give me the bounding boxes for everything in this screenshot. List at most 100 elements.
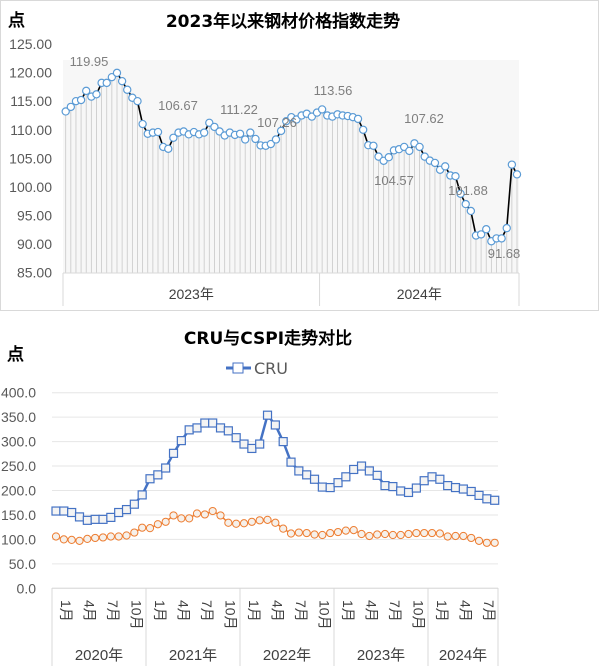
data-point-cru — [474, 490, 484, 500]
data-point-cru — [51, 506, 61, 516]
data-point — [461, 199, 470, 209]
y-tick-label: 250.0 — [1, 458, 36, 474]
data-point-cru — [364, 466, 374, 476]
data-point — [441, 162, 450, 171]
x-month-label: 7月 — [199, 600, 215, 622]
data-point-cru — [317, 482, 327, 492]
y-tick-label: 105.00 — [9, 150, 52, 166]
data-point — [76, 95, 86, 105]
x-year-label: 2024年 — [439, 647, 487, 664]
data-point-cspi — [98, 533, 108, 542]
data-point-cru — [145, 474, 155, 484]
data-point-cspi — [294, 528, 303, 537]
data-point-cspi — [247, 517, 256, 526]
data-point-cspi — [106, 532, 115, 541]
data-point-cru — [67, 507, 77, 518]
data-point-cru — [450, 482, 461, 493]
data-point — [240, 135, 250, 144]
data-label: 107.26 — [257, 115, 297, 130]
y-tick-label: 110.00 — [10, 122, 52, 138]
data-point — [164, 144, 173, 154]
data-point — [497, 234, 506, 243]
data-point-cspi — [427, 528, 437, 538]
data-point-cspi — [302, 528, 311, 538]
data-point-cspi — [169, 511, 178, 520]
x-month-label: 7月 — [293, 600, 309, 622]
data-point-cru — [192, 423, 202, 433]
data-point-cspi — [114, 532, 123, 541]
data-point-cru — [215, 423, 226, 433]
data-label: 107.62 — [404, 111, 444, 126]
data-point-cru — [325, 482, 335, 493]
data-point — [169, 133, 178, 142]
x-year-label: 2023年 — [357, 647, 405, 664]
y-tick-label: 95.00 — [17, 208, 52, 224]
chart-title: 2023年以来钢材价格指数走势 — [166, 11, 400, 32]
x-month-label: 1月 — [246, 600, 262, 622]
data-point-cspi — [420, 528, 429, 538]
y-tick-label: 400.0 — [1, 385, 36, 401]
data-point — [210, 122, 219, 132]
data-point-cru — [403, 487, 414, 498]
data-point-cspi — [482, 538, 491, 547]
data-point — [512, 170, 522, 179]
data-point-cru — [278, 436, 288, 447]
data-point-cru — [349, 464, 359, 475]
chart-title: CRU与CSPI走势对比 — [184, 328, 352, 349]
data-point-cspi — [404, 529, 413, 539]
y-unit-label: 点 — [7, 344, 24, 365]
data-point-cru — [372, 470, 382, 480]
data-point-cspi — [333, 527, 343, 537]
data-point-cspi — [83, 534, 92, 544]
data-point-cru — [458, 484, 468, 494]
data-point-cru — [490, 495, 500, 505]
x-month-label: 7月 — [481, 600, 497, 622]
data-point-cru — [90, 514, 100, 524]
data-point — [405, 146, 414, 156]
data-point-cspi — [412, 528, 421, 538]
y-tick-label: 115.00 — [10, 93, 52, 109]
x-year-label: 2023年 — [169, 286, 214, 302]
data-point-cru — [82, 515, 92, 525]
data-point-cru — [466, 486, 476, 497]
data-point-cspi — [467, 533, 476, 543]
data-point-cspi — [474, 536, 484, 545]
data-point — [235, 129, 245, 138]
data-point-cspi — [396, 530, 405, 540]
data-point-cru — [161, 463, 171, 473]
data-point-cspi — [326, 528, 335, 538]
data-point-cspi — [388, 530, 397, 540]
data-point-cru — [388, 481, 398, 492]
data-point-cru — [129, 499, 139, 509]
data-point — [66, 102, 76, 112]
data-point-cspi — [271, 518, 280, 527]
y-tick-label: 100.00 — [9, 179, 52, 195]
data-point-cru — [333, 478, 343, 488]
data-point-cru — [153, 470, 163, 480]
data-point — [507, 160, 517, 169]
x-year-label: 2020年 — [75, 647, 123, 664]
x-month-label: 10月 — [129, 600, 145, 630]
data-point — [415, 142, 424, 152]
legend: CRU — [226, 359, 288, 378]
data-point — [199, 128, 209, 137]
data-label: 106.67 — [158, 98, 198, 113]
y-tick-label: 120.00 — [9, 65, 52, 81]
data-label: 119.95 — [70, 54, 109, 69]
data-point-cspi — [255, 516, 264, 525]
data-point-cru — [356, 461, 367, 471]
data-point-cru — [443, 481, 453, 491]
data-point-cspi — [51, 532, 61, 541]
data-point — [430, 158, 440, 168]
legend-label-cru: CRU — [254, 359, 288, 378]
data-point-cspi — [138, 523, 147, 532]
data-point-cru — [200, 418, 210, 428]
data-point-cru — [208, 418, 218, 428]
y-tick-label: 125.00 — [9, 36, 52, 52]
x-month-label: 1月 — [340, 600, 356, 622]
legend-marker-cru — [232, 362, 244, 374]
x-month-label: 7月 — [387, 600, 403, 622]
data-point-cspi — [145, 524, 155, 533]
data-label: 91.68 — [488, 246, 521, 261]
